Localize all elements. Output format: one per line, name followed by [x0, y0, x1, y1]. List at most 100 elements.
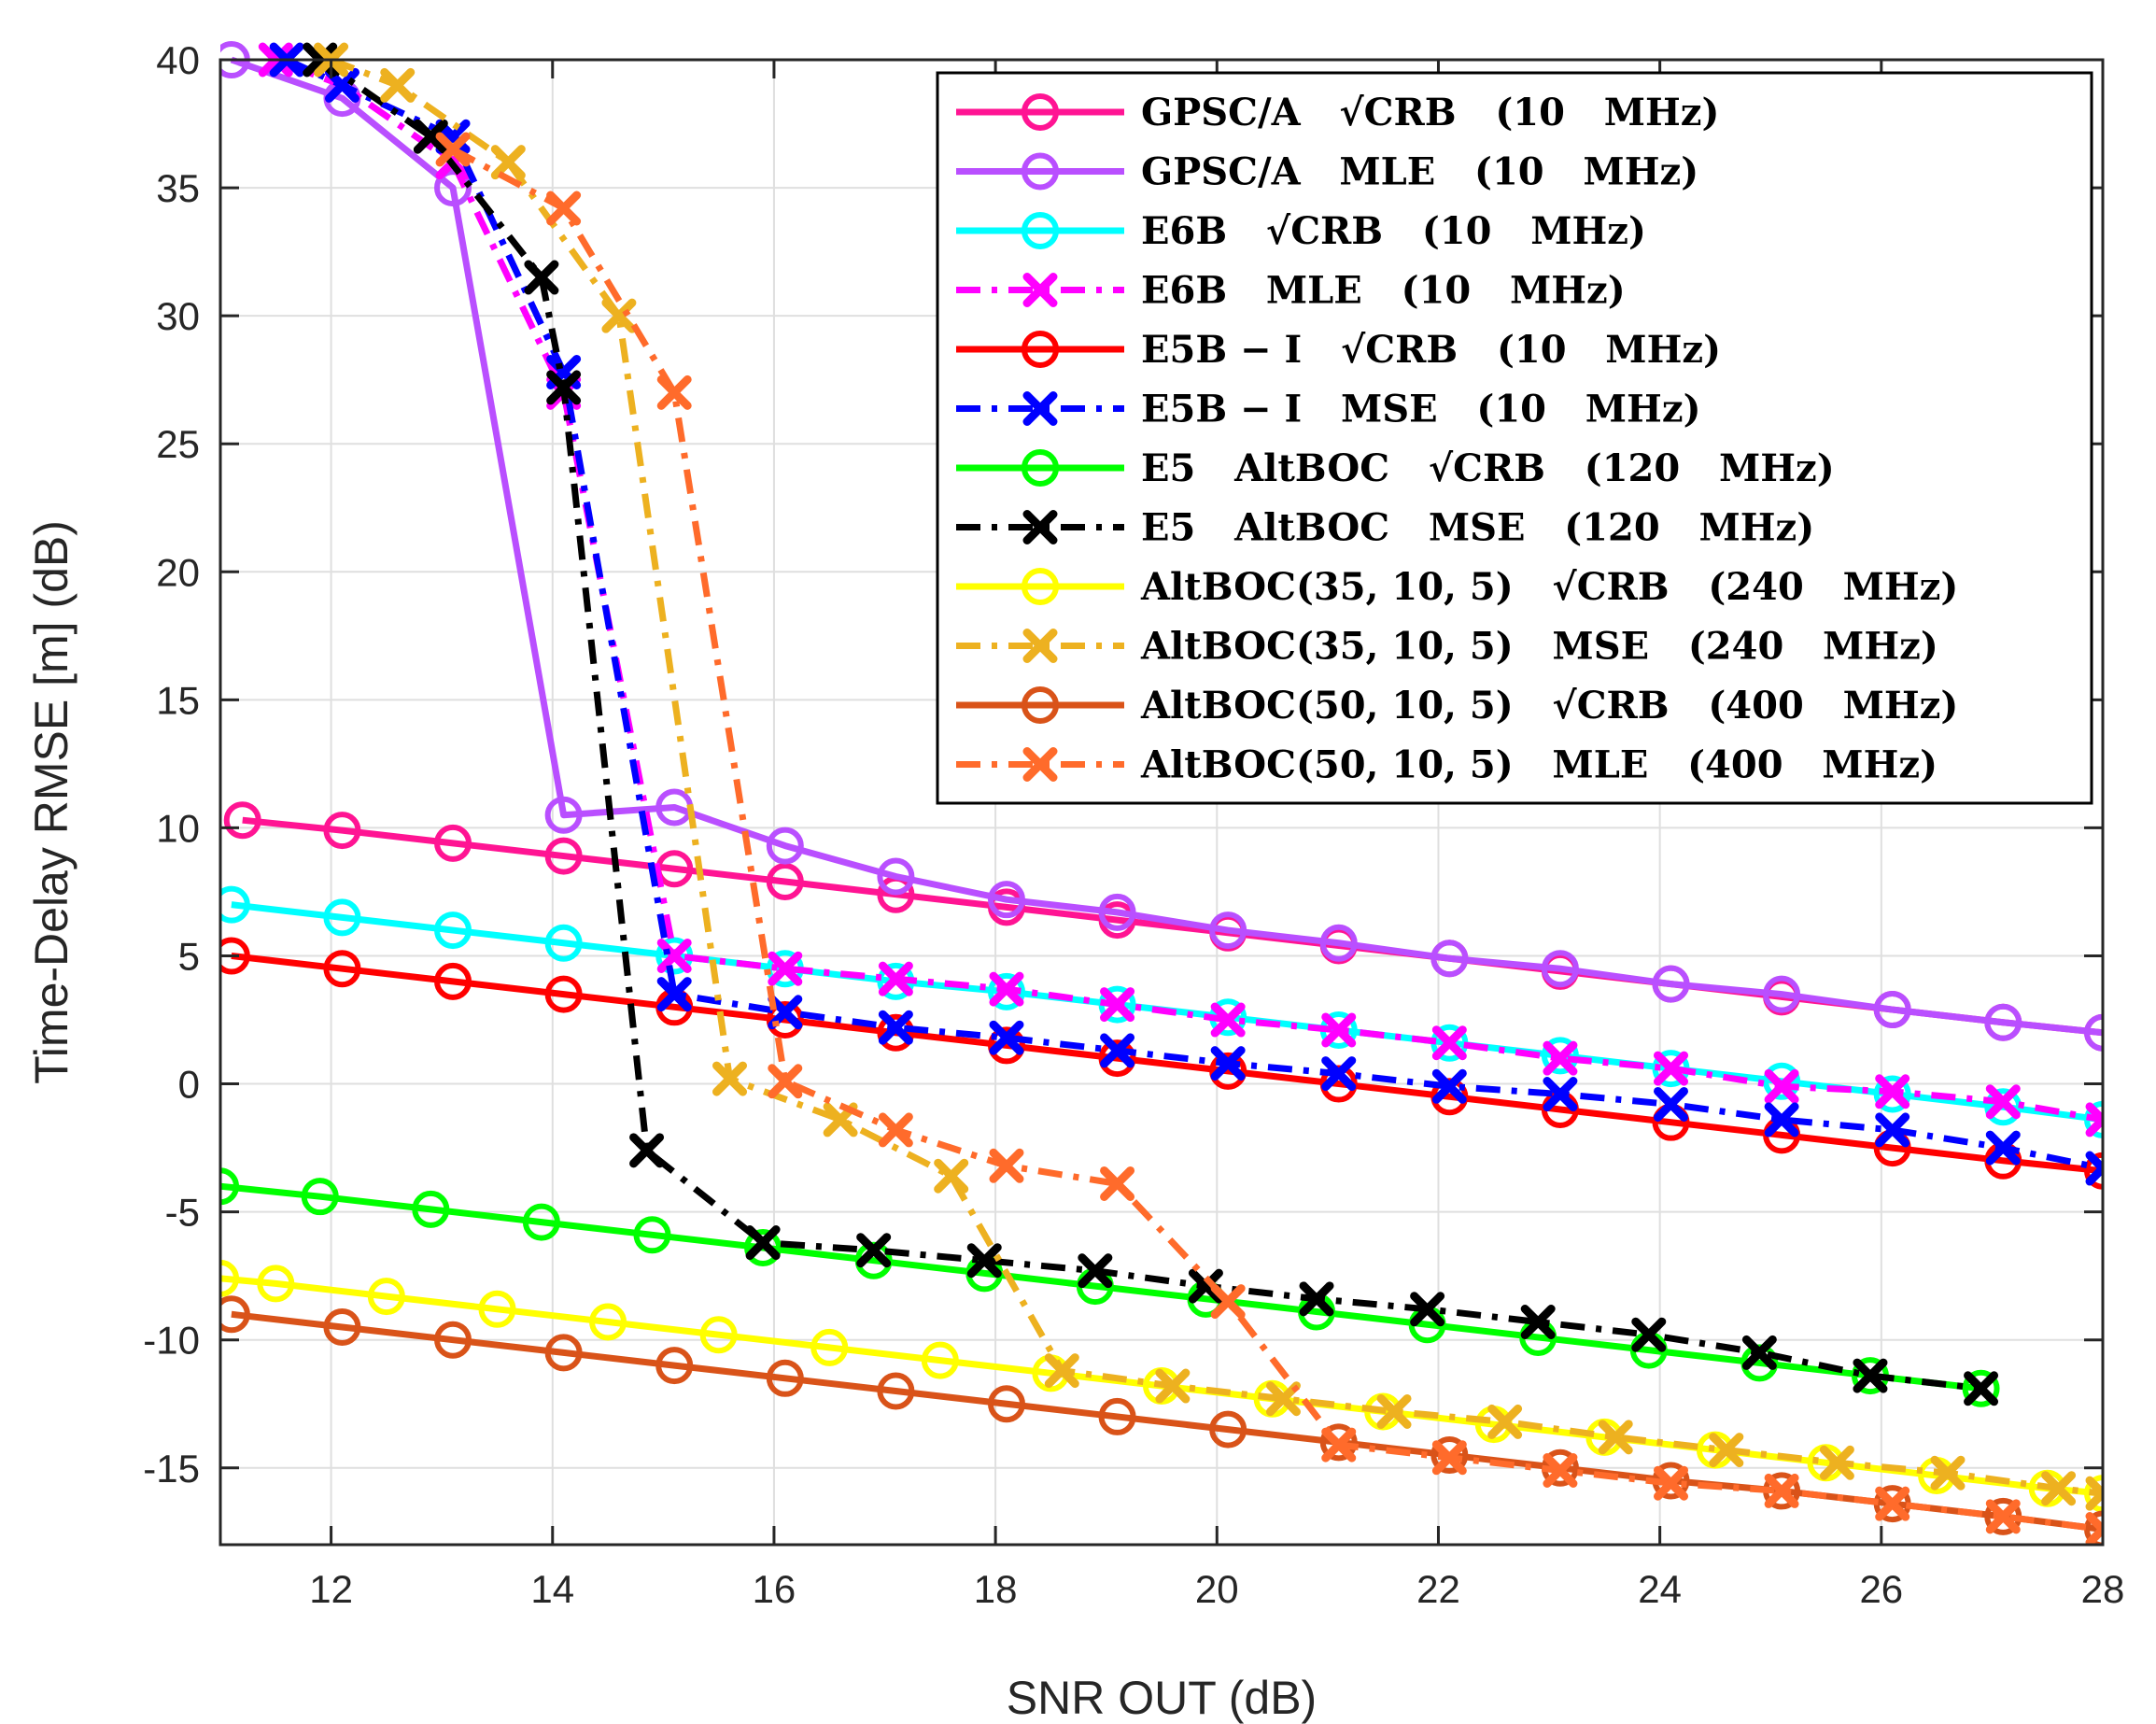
series-line	[285, 56, 2103, 1172]
legend-marker	[1022, 212, 1059, 249]
data-point	[1654, 1051, 1689, 1086]
legend-marker	[1022, 510, 1058, 544]
data-point	[878, 1112, 913, 1148]
data-point-stroke	[1764, 1102, 1799, 1138]
data-point	[2085, 1102, 2103, 1138]
data-point	[1873, 991, 1911, 1029]
data-point-stroke	[1431, 1068, 1467, 1104]
data-point	[1598, 1420, 1633, 1455]
data-point-stroke	[878, 1010, 913, 1045]
data-point	[1210, 1284, 1246, 1320]
data-point-stroke	[1654, 1051, 1689, 1086]
legend-marker-stroke	[1022, 273, 1058, 307]
data-point	[1431, 1025, 1467, 1061]
x-tick-label: 22	[1416, 1567, 1460, 1611]
data-point	[1520, 1305, 1556, 1339]
data-point-stroke	[524, 260, 559, 295]
data-point	[544, 975, 583, 1013]
data-point	[1873, 1075, 1911, 1113]
x-tick-label: 14	[530, 1567, 574, 1611]
legend-entry: E6B √CRB (10 MHz)	[956, 209, 1646, 253]
data-point	[1100, 987, 1135, 1023]
series-9	[314, 42, 2103, 1511]
legend-label: GPSC/A √CRB (10 MHz)	[1141, 91, 1719, 134]
data-point	[989, 1148, 1024, 1183]
data-point-stroke	[768, 951, 803, 986]
data-point	[655, 1347, 694, 1385]
data-point-stroke	[1155, 1368, 1191, 1404]
y-tick-label: 35	[156, 166, 200, 210]
data-point-stroke	[1875, 1074, 1910, 1109]
data-point	[589, 1303, 627, 1341]
data-point	[323, 812, 361, 850]
data-point	[1209, 911, 1247, 950]
data-point	[768, 951, 803, 986]
data-point	[1098, 1039, 1136, 1078]
legend-marker	[1022, 331, 1059, 368]
data-point-stroke	[878, 961, 913, 996]
data-point	[989, 1020, 1024, 1055]
legend-label: AltBOC(50, 10, 5) MLE (400 MHz)	[1140, 743, 1938, 787]
x-tick-label: 28	[2081, 1567, 2125, 1611]
data-point-stroke	[1299, 1281, 1334, 1317]
data-point-stroke	[989, 971, 1024, 1007]
data-point-stroke	[1964, 1371, 1999, 1406]
data-point	[220, 1295, 250, 1334]
data-point-stroke	[768, 1064, 803, 1099]
data-point	[544, 924, 583, 962]
data-point-stroke	[1875, 1112, 1910, 1148]
series-line	[220, 1182, 1981, 1392]
data-point	[1985, 1130, 2021, 1166]
data-point-stroke	[656, 977, 692, 1012]
data-point-stroke	[1321, 1056, 1357, 1092]
y-tick-label: 20	[156, 550, 200, 594]
data-point	[1962, 1369, 2000, 1407]
series-line	[330, 56, 2103, 1497]
data-point-stroke	[1543, 1453, 1578, 1488]
series-11	[435, 132, 2103, 1545]
data-point	[1764, 1102, 1799, 1138]
legend-entry: E5 AltBOC √CRB (120 MHz)	[956, 446, 1835, 490]
data-point	[2085, 1151, 2103, 1186]
data-point	[1100, 1033, 1135, 1068]
x-tick-label: 20	[1195, 1567, 1239, 1611]
legend-entry: AltBOC(35, 10, 5) √CRB (240 MHz)	[956, 565, 1958, 609]
data-point	[877, 1013, 915, 1052]
data-point	[257, 1265, 295, 1303]
legend-entry: GPSC/A MLE (10 MHz)	[956, 150, 1698, 194]
data-point	[1044, 1353, 1079, 1389]
data-point	[1985, 1499, 2021, 1534]
data-point-stroke	[1210, 1046, 1246, 1081]
data-point-stroke	[1520, 1305, 1556, 1339]
y-tick-label: 40	[156, 38, 200, 82]
data-point	[490, 145, 526, 180]
data-point	[1299, 1281, 1334, 1317]
data-point-stroke	[1985, 1130, 2021, 1166]
data-point-stroke	[380, 67, 416, 103]
data-point	[856, 1233, 892, 1268]
data-point	[1410, 1292, 1445, 1327]
data-point	[434, 1321, 472, 1359]
data-point-stroke	[324, 67, 359, 103]
data-point	[434, 911, 472, 950]
data-point-stroke	[1265, 1381, 1301, 1417]
data-point	[1155, 1368, 1191, 1404]
legend-label: AltBOC(35, 10, 5) MSE (240 MHz)	[1140, 625, 1938, 669]
y-tick-label: 15	[156, 678, 200, 722]
data-point	[656, 374, 692, 410]
axes-box	[218, 58, 2105, 1547]
data-point-stroke	[1410, 1292, 1445, 1327]
data-point	[877, 857, 915, 896]
data-point	[1209, 1052, 1247, 1090]
data-point	[323, 950, 361, 988]
data-point	[367, 1278, 405, 1316]
data-point	[413, 119, 448, 154]
data-point-stroke	[601, 298, 637, 333]
data-point	[223, 801, 261, 840]
legend-label: E5B − I MSE (10 MHz)	[1141, 388, 1701, 431]
legend-label: E6B √CRB (10 MHz)	[1141, 209, 1646, 253]
data-point	[921, 1341, 959, 1379]
data-point	[1763, 1062, 1801, 1100]
legend-entry: E6B MLE (10 MHz)	[956, 269, 1626, 313]
y-tick-label: -5	[165, 1191, 200, 1235]
